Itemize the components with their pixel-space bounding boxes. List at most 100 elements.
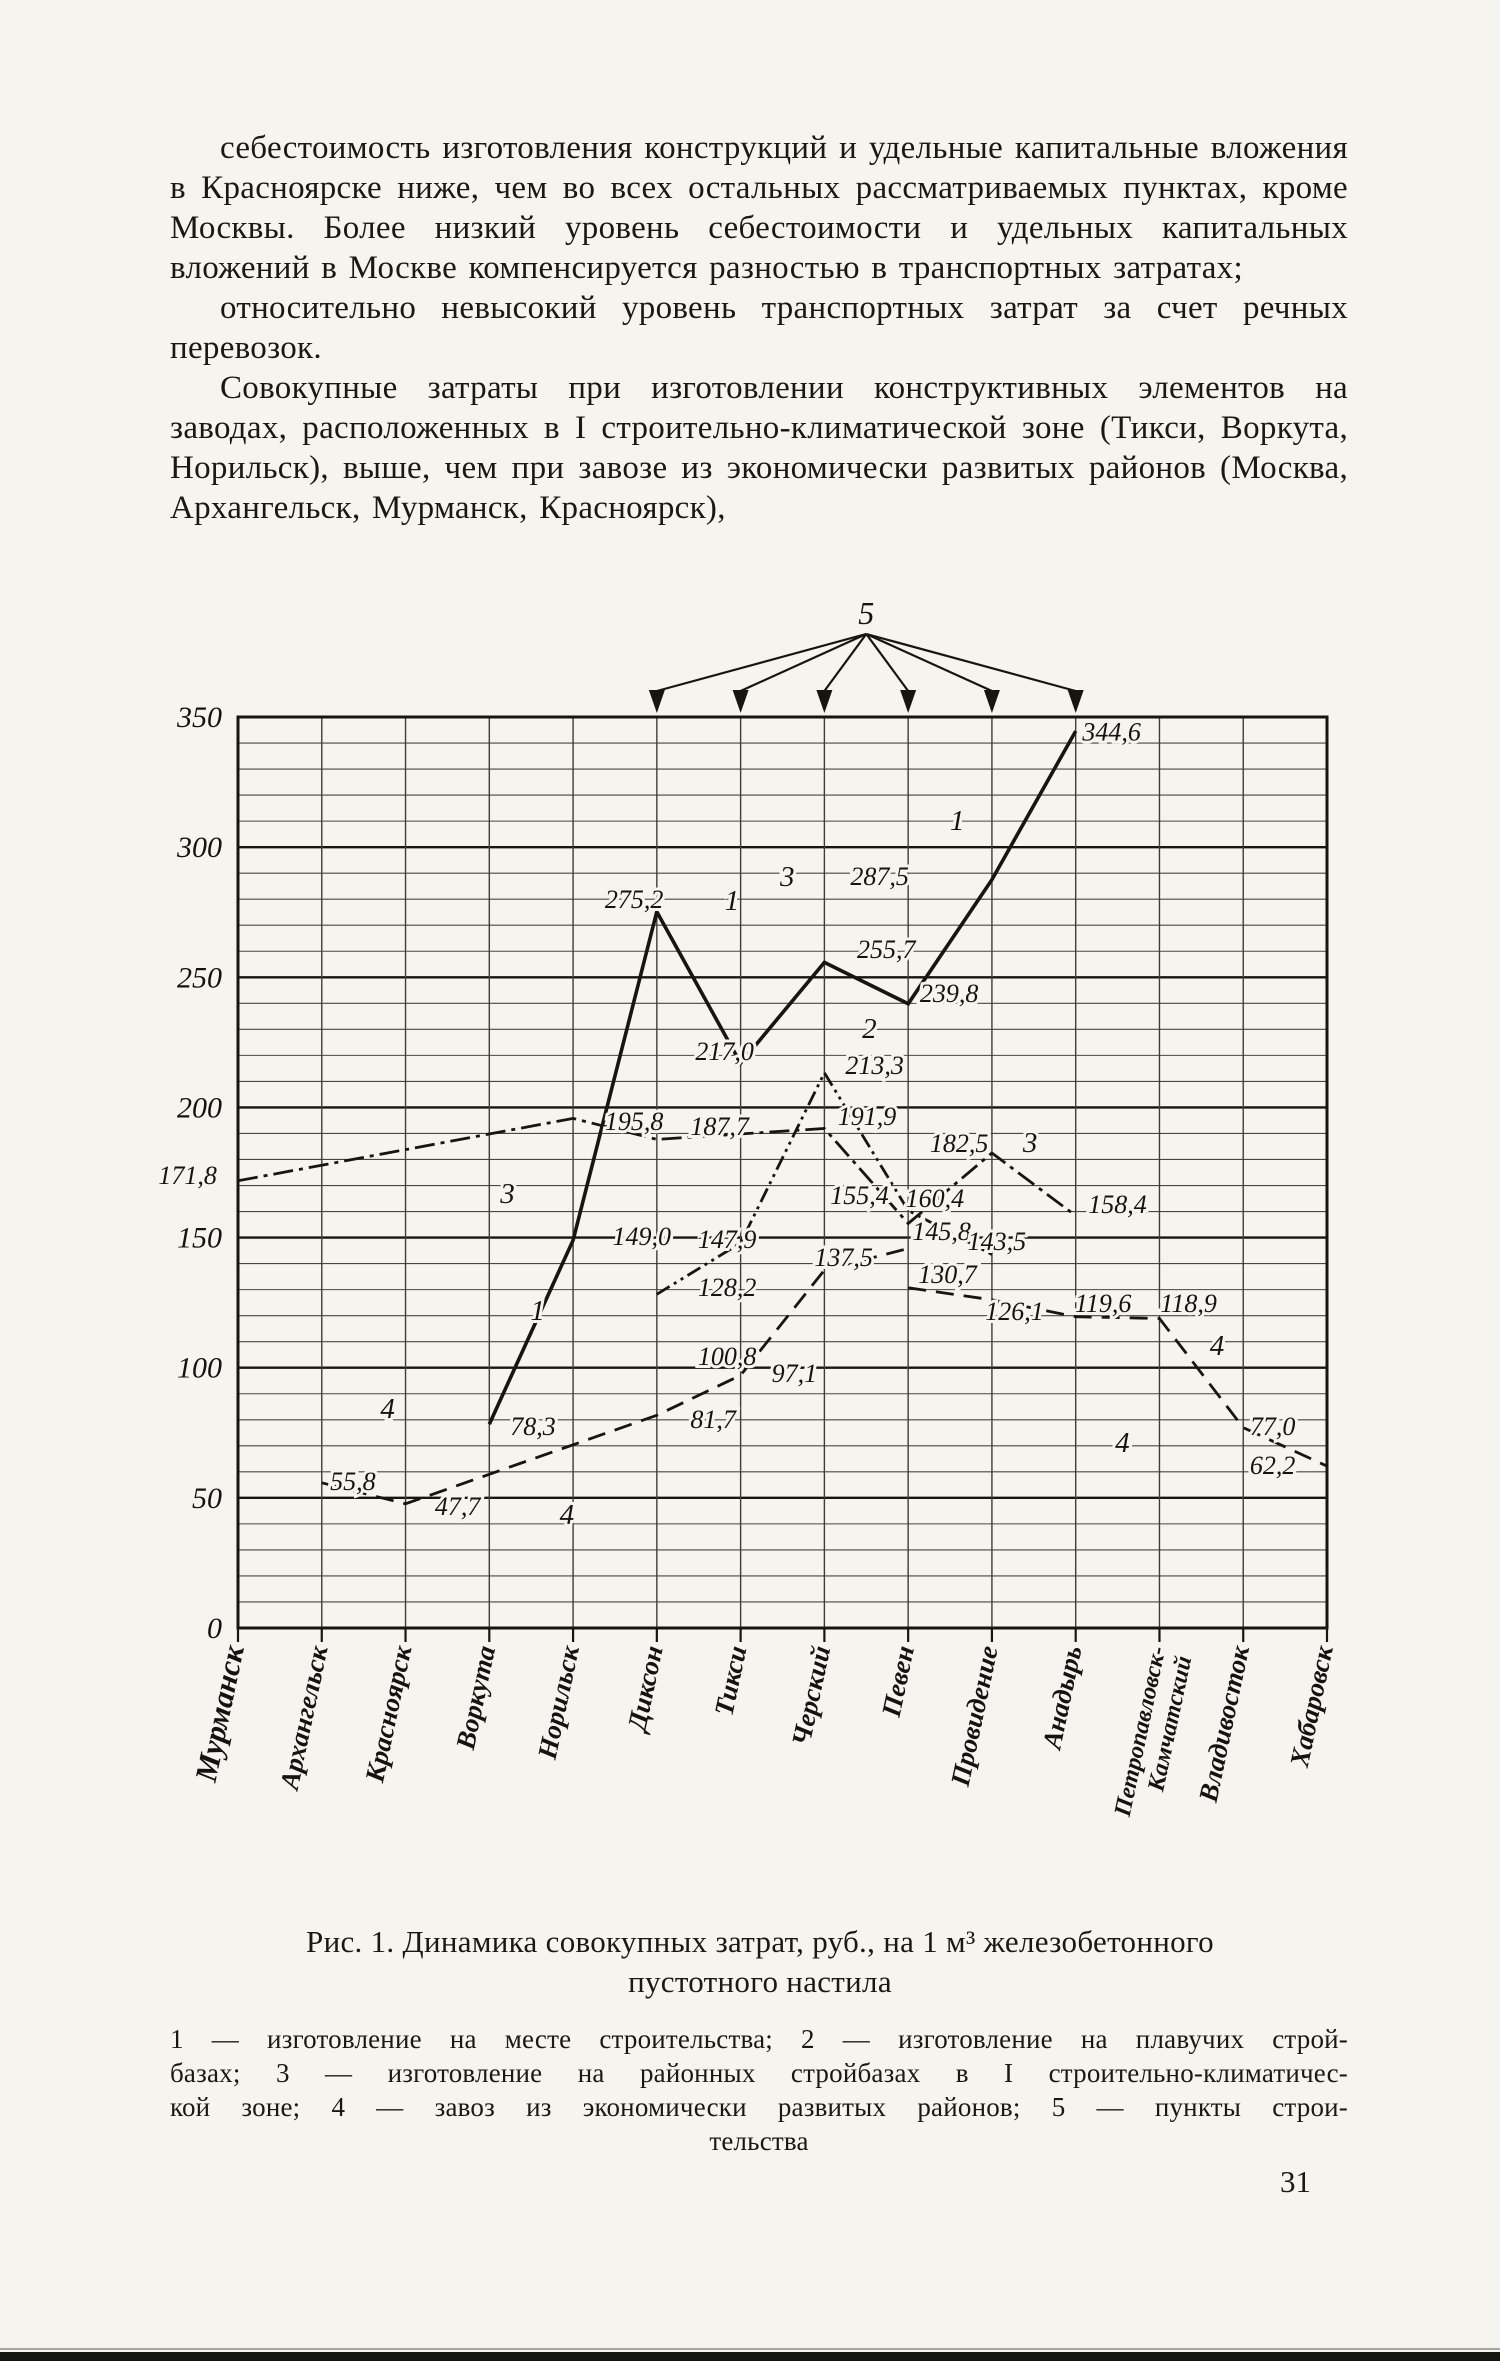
point-value-label: 118,9 [1160, 1289, 1217, 1318]
point-value-label: 287,5 [850, 862, 909, 891]
caption-line: Рис. 1. Динамика совокупных затрат, руб.… [306, 1924, 1214, 1959]
series-number-label: 3 [779, 861, 795, 893]
point-value-label: 158,4 [1088, 1190, 1147, 1219]
point-value-label: 187,7 [690, 1112, 750, 1141]
point-value-label: 55,8 [330, 1467, 376, 1496]
plot-frame [236, 715, 1329, 1630]
point-value-label: 81,7 [690, 1405, 737, 1434]
point-value-label: 77,0 [1250, 1412, 1296, 1441]
point-value-label: 145,8 [912, 1217, 971, 1246]
series-number-label: 1 [530, 1295, 545, 1327]
point-value-label: 97,1 [772, 1359, 818, 1388]
point-value-label: 213,3 [845, 1051, 904, 1080]
point-value-label: 147,9 [698, 1225, 757, 1254]
y-axis-label: 0 [207, 1612, 222, 1645]
series-line-2 [656, 1069, 993, 1296]
point-value-label: 182,5 [930, 1129, 989, 1158]
arrow-head-icon [732, 690, 749, 713]
x-axis-label: Черский [786, 1643, 836, 1748]
series-line-4 [908, 1286, 1328, 1468]
arrow-line [865, 632, 1076, 693]
x-axis-label: Норильск [532, 1642, 586, 1763]
legend-line: тельства [709, 2126, 809, 2156]
arrow-line [865, 632, 993, 693]
point-value-label: 128,2 [698, 1273, 757, 1302]
point-value-label: 47,7 [435, 1492, 482, 1521]
y-axis-label: 350 [176, 701, 222, 734]
series-line-1 [487, 730, 1078, 1425]
point-value-label: 255,7 [857, 935, 917, 964]
point-value-label: 137,5 [814, 1243, 873, 1272]
x-axis-label: Певен [876, 1643, 920, 1720]
y-axis-label: 200 [177, 1091, 222, 1124]
legend-line: базах; 3 — изготовление на районных стро… [170, 2058, 1348, 2088]
series-number-label: 3 [1022, 1127, 1038, 1159]
point-value-label: 239,8 [920, 979, 979, 1008]
y-axis-label: 100 [177, 1352, 222, 1385]
legend-line: 1 — изготовление на месте строительства;… [170, 2024, 1348, 2054]
y-axis-label: 300 [176, 831, 222, 864]
y-axis-label: 150 [177, 1222, 222, 1255]
point-value-label: 143,5 [968, 1227, 1027, 1256]
point-value-label: 344,6 [1081, 717, 1141, 746]
series-number-label: 1 [950, 805, 965, 837]
y-axis-label: 50 [192, 1482, 222, 1515]
arrow-line [823, 633, 868, 692]
x-axis-label: Диксон [621, 1643, 669, 1736]
series-number-label: 4 [380, 1393, 395, 1425]
page-number: 31 [1280, 2164, 1311, 2199]
cost-dynamics-chart: 0501001502002503003505344,6287,5275,2255… [155, 595, 1339, 1820]
x-axis-label: Провидение [945, 1643, 1004, 1790]
point-value-label: 275,2 [605, 885, 664, 914]
series-line-4 [321, 1247, 909, 1506]
legend-line: кой зоне; 4 — завоз из экономически разв… [170, 2092, 1348, 2122]
construction-points-label: 5 [858, 595, 874, 631]
point-value-label: 78,3 [510, 1412, 556, 1441]
scan-edge-artifact [0, 2348, 1500, 2350]
series-line-3 [237, 1116, 1077, 1226]
x-axis-label: Хабаровск [1284, 1642, 1339, 1771]
arrow-head-icon [816, 690, 833, 713]
series-number-label: 2 [862, 1013, 877, 1045]
point-value-label: 217,0 [695, 1037, 754, 1066]
arrow-head-icon [1067, 690, 1084, 713]
figure-legend: 1 — изготовление на месте строительства;… [170, 2022, 1348, 2158]
arrow-line [656, 632, 867, 693]
series-number-label: 1 [725, 885, 740, 917]
x-axis-label: Воркута [450, 1643, 501, 1753]
arrow-head-icon [900, 690, 917, 713]
point-value-label: 171,8 [158, 1161, 216, 1190]
x-axis-label: Анадырь [1036, 1643, 1087, 1753]
point-value-label: 160,4 [906, 1184, 965, 1213]
x-axis-label: Красноярск [359, 1642, 418, 1786]
point-value-label: 100,8 [698, 1342, 757, 1371]
point-value-label: 62,2 [1250, 1451, 1296, 1480]
paragraph: относительно невысокий уровень транспорт… [170, 290, 1348, 366]
series-number-label: 4 [1210, 1330, 1225, 1362]
point-value-label: 195,8 [605, 1107, 664, 1136]
point-value-label: 130,7 [918, 1260, 978, 1289]
point-value-label: 119,6 [1075, 1289, 1132, 1318]
series-number-label: 4 [1115, 1427, 1130, 1459]
paragraph: себестоимость изготовления конструкций и… [170, 130, 1348, 286]
arrow-line [865, 633, 910, 692]
x-axis-label: Тикси [708, 1643, 752, 1718]
point-value-label: 126,1 [985, 1297, 1044, 1326]
paragraph: Совокупные затраты при изготовлении конс… [170, 370, 1348, 526]
body-text: себестоимость изготовления конструкций и… [170, 128, 1348, 528]
x-axis-label: Архангельск [274, 1642, 334, 1794]
x-axis-label: Владивосток [1193, 1642, 1256, 1806]
arrow-head-icon [983, 690, 1000, 713]
caption-line: пустотного настила [628, 1964, 892, 1999]
point-value-label: 155,4 [830, 1181, 889, 1210]
point-value-label: 149,0 [612, 1222, 671, 1251]
arrow-head-icon [648, 690, 665, 713]
figure-caption: Рис. 1. Динамика совокупных затрат, руб.… [160, 1922, 1360, 2002]
arrow-line [740, 632, 867, 693]
scan-edge-artifact [0, 2352, 1500, 2361]
series-number-label: 3 [499, 1178, 515, 1210]
x-axis-label: Мурманск [188, 1641, 251, 1786]
point-value-label: 191,9 [838, 1102, 897, 1131]
y-axis-label: 250 [177, 961, 222, 994]
